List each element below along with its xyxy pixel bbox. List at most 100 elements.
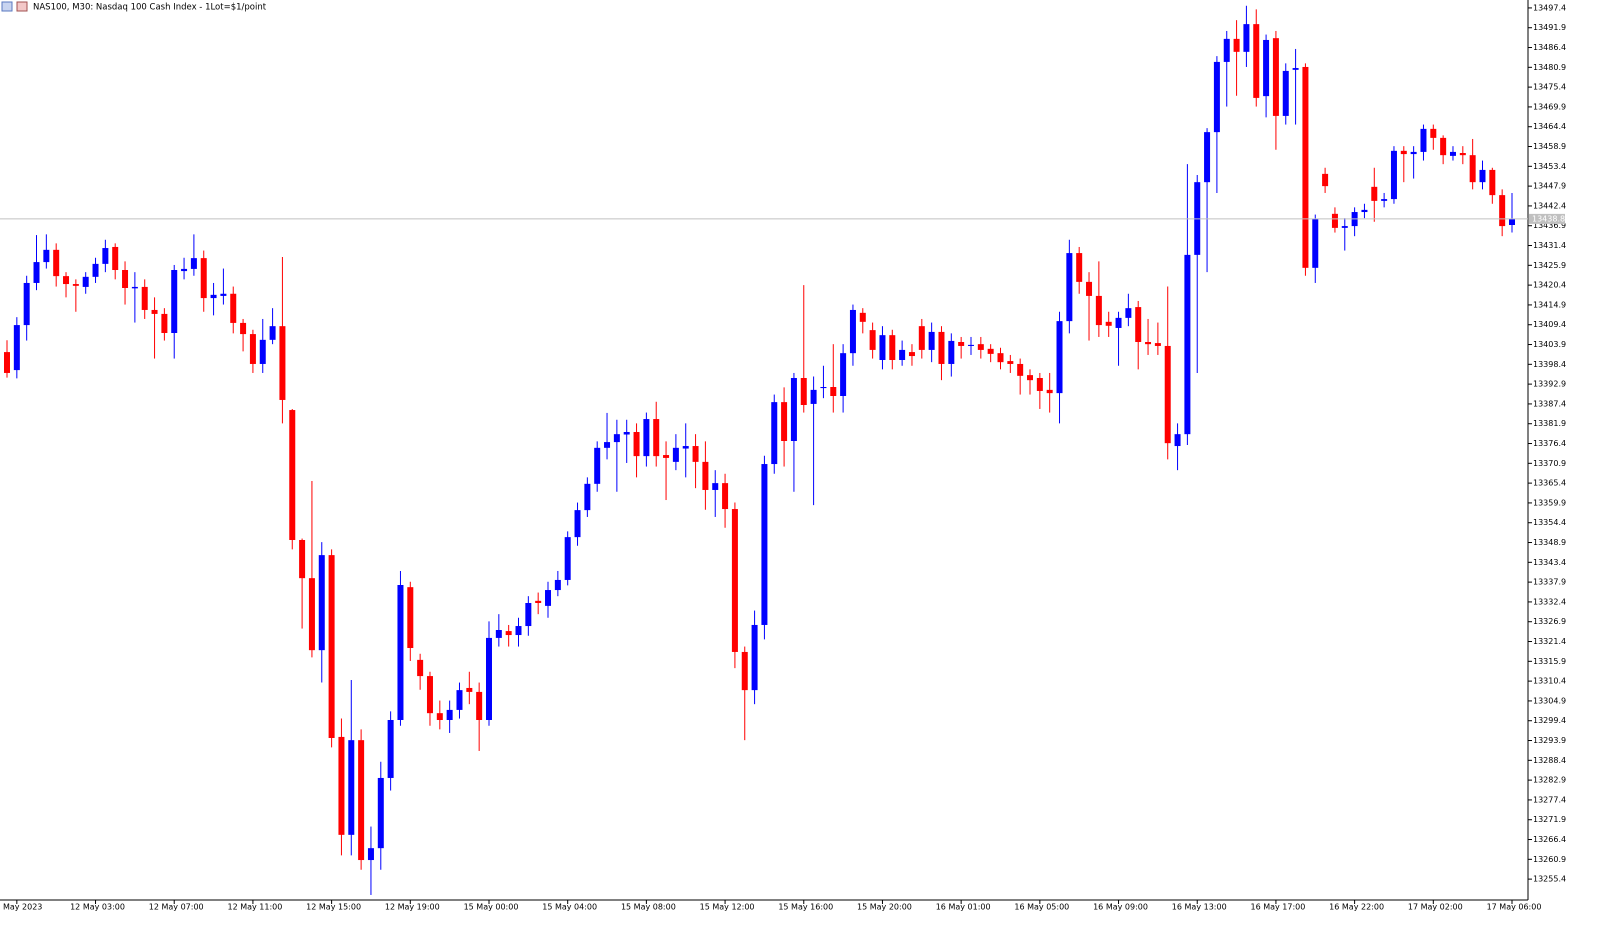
- candle-body: [161, 313, 168, 333]
- candle-body: [1282, 70, 1289, 116]
- candle-body: [1272, 38, 1279, 116]
- candle-body: [1479, 169, 1486, 183]
- candle-body: [790, 378, 797, 441]
- candle-body: [63, 276, 70, 285]
- y-tick-label: 13387.4: [1533, 399, 1566, 408]
- candle-body: [230, 293, 237, 323]
- candle-body: [1174, 434, 1181, 447]
- candle-body: [702, 461, 709, 490]
- candle-body: [1371, 186, 1378, 201]
- menu-icon[interactable]: [1, 1, 13, 12]
- candle-body: [889, 335, 896, 360]
- chart-icon[interactable]: [16, 1, 28, 12]
- candle-body: [771, 402, 778, 465]
- candle-body: [1145, 342, 1152, 345]
- y-tick-label: 13293.9: [1533, 736, 1566, 745]
- candle-body: [102, 248, 109, 264]
- x-tick-label: 12 May 15:00: [306, 903, 361, 912]
- y-tick-label: 13343.4: [1533, 558, 1566, 567]
- candle-body: [594, 447, 601, 484]
- candle-body: [692, 446, 699, 462]
- candle-body: [1233, 38, 1240, 52]
- candle-body: [1322, 173, 1329, 187]
- candle-body: [1253, 24, 1260, 98]
- x-tick-label: 15 May 00:00: [464, 903, 519, 912]
- x-tick-label: 15 May 08:00: [621, 903, 676, 912]
- x-tick-label: 16 May 17:00: [1250, 903, 1305, 912]
- y-tick-label: 13282.9: [1533, 776, 1566, 785]
- candle-body: [643, 419, 650, 457]
- candle-body: [1361, 209, 1368, 213]
- y-tick-label: 13447.9: [1533, 182, 1566, 191]
- candle-body: [4, 352, 10, 373]
- x-tick-label: 12 May 07:00: [149, 903, 204, 912]
- y-tick-label: 13271.9: [1533, 815, 1566, 824]
- candle-body: [33, 262, 40, 283]
- candle-body: [781, 402, 788, 441]
- candle-body: [436, 713, 443, 720]
- candle-body: [367, 848, 374, 861]
- candle-body: [82, 276, 89, 287]
- y-tick-label: 13370.9: [1533, 459, 1566, 468]
- candle-body: [1400, 150, 1407, 155]
- candle-body: [830, 387, 837, 396]
- candle-body: [574, 510, 581, 538]
- candle-body: [1292, 68, 1299, 70]
- candle-body: [653, 419, 660, 457]
- candle-body: [456, 690, 463, 710]
- x-tick-label: 15 May 12:00: [700, 903, 755, 912]
- y-tick-label: 13255.4: [1533, 875, 1566, 884]
- candle-body: [171, 270, 178, 333]
- candle-body: [613, 434, 620, 443]
- candle-body: [682, 446, 689, 449]
- candle-body: [810, 389, 817, 404]
- candle-body: [1135, 307, 1142, 342]
- candle-body: [348, 740, 355, 835]
- price-label-box: [1529, 213, 1565, 224]
- y-tick-label: 13486.4: [1533, 43, 1566, 52]
- candle-body: [663, 455, 670, 458]
- candle-body: [840, 353, 847, 396]
- x-tick-label: 16 May 22:00: [1329, 903, 1384, 912]
- y-tick-label: 13299.4: [1533, 716, 1566, 725]
- candle-body: [869, 330, 876, 350]
- candle-body: [1046, 389, 1053, 394]
- candle-body: [397, 585, 404, 720]
- candle-body: [387, 720, 394, 778]
- candle-body: [466, 687, 473, 692]
- candle-body: [1086, 281, 1093, 296]
- candle-body: [722, 483, 729, 510]
- candle-body: [751, 624, 758, 691]
- candle-body: [554, 579, 561, 591]
- candle-body: [918, 326, 925, 350]
- candle-body: [633, 432, 640, 457]
- candle-body: [181, 268, 188, 272]
- y-tick-label: 13469.9: [1533, 102, 1566, 111]
- candle-body: [1017, 363, 1024, 376]
- y-tick-label: 13458.9: [1533, 142, 1566, 151]
- candle-body: [1499, 195, 1506, 227]
- candle-body: [1302, 66, 1309, 268]
- y-tick-label: 13431.4: [1533, 241, 1566, 250]
- candle-body: [1213, 61, 1220, 133]
- candle-body: [1105, 321, 1112, 326]
- y-tick-label: 13321.4: [1533, 637, 1566, 646]
- candle-body: [1459, 153, 1466, 156]
- candle-body: [623, 432, 630, 435]
- candle-body: [1341, 226, 1348, 228]
- candle-body: [1184, 254, 1191, 435]
- y-tick-label: 13436.9: [1533, 221, 1566, 230]
- y-tick-label: 13365.4: [1533, 479, 1566, 488]
- y-tick-label: 13332.4: [1533, 597, 1566, 606]
- y-tick-label: 13475.4: [1533, 83, 1566, 92]
- candle-body: [240, 322, 247, 335]
- y-tick-label: 13260.9: [1533, 855, 1566, 864]
- candle-body: [338, 736, 345, 835]
- x-tick-label: 17 May 06:00: [1487, 903, 1542, 912]
- y-tick-label: 13491.9: [1533, 23, 1566, 32]
- candle-body: [1095, 295, 1102, 326]
- candle-body: [23, 282, 30, 326]
- candle-body: [731, 509, 738, 652]
- candle-body: [938, 331, 945, 364]
